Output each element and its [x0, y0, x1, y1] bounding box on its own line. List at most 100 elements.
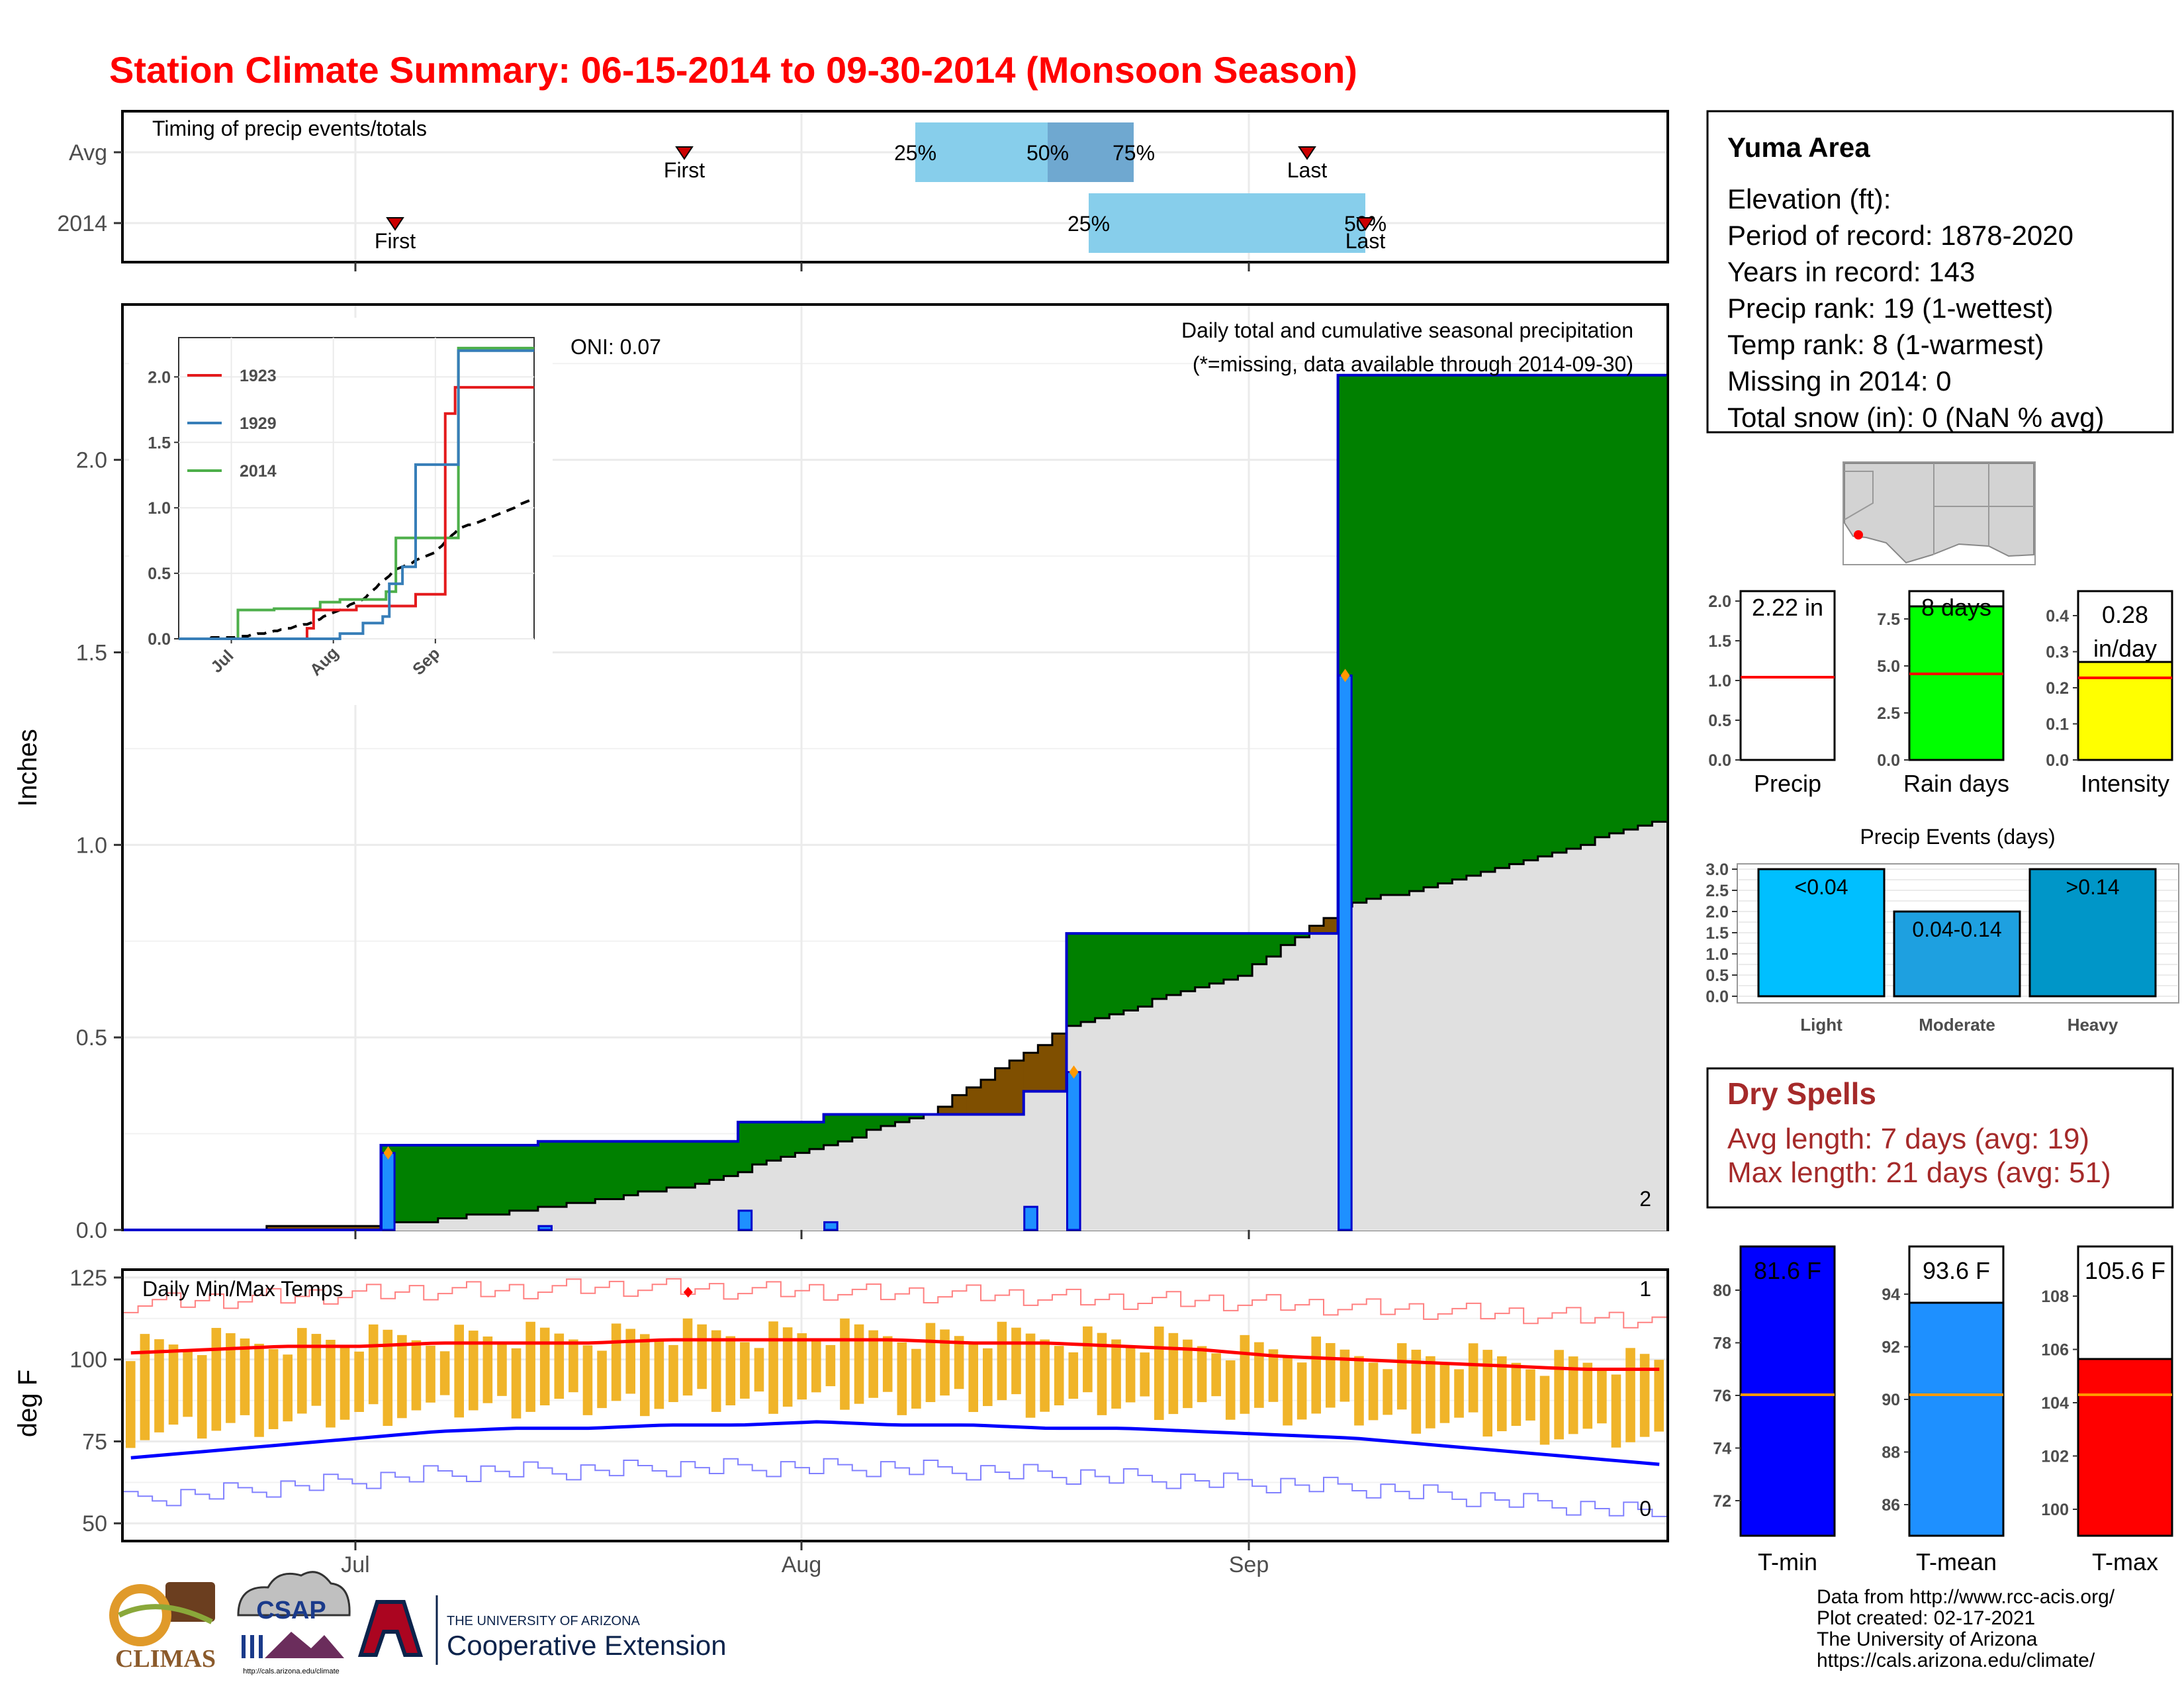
daily-temp-bar	[497, 1342, 507, 1396]
avg-50-75-bar	[1048, 122, 1134, 182]
cumulative-2014-line	[124, 373, 1666, 1231]
deficit-band	[952, 1095, 967, 1115]
daily-temp-bar	[1283, 1356, 1293, 1426]
surplus-band	[638, 1141, 653, 1192]
mini-tick-label: 72	[1713, 1492, 1731, 1511]
events-y-tick-label: 1.0	[1706, 945, 1729, 964]
precip-panel: 0.0 0.5 1.0 1.5 2.0 Inches Daily total and c…	[13, 303, 1669, 1243]
mini-tick-label: 102	[2041, 1448, 2069, 1466]
daily-temp-bar	[654, 1339, 664, 1409]
tmax-label: T-max	[2092, 1548, 2158, 1575]
raindays-fill	[1908, 605, 2005, 761]
surplus-band	[738, 1122, 753, 1172]
events-cat-moderate: Moderate	[1919, 1015, 1995, 1035]
events-y-tick-label: 2.0	[1706, 903, 1729, 921]
daily-temp-bar	[768, 1321, 778, 1414]
deficit-band	[266, 1226, 281, 1230]
surplus-band	[523, 1145, 539, 1211]
climas-logo: CLIMAS	[109, 1582, 216, 1673]
logos: CLIMAS CSAP http://cals.arizona.edu/clim…	[109, 1571, 727, 1675]
daily-precip-bar	[537, 1225, 553, 1231]
daily-temp-bar	[1311, 1336, 1321, 1414]
daily-temp-bar	[882, 1336, 893, 1392]
daily-temp-bar	[925, 1323, 936, 1403]
intensity-summary-bar: 0.28 in/day Intensity 0.0 0.1 0.2 0.3 0.4	[2046, 590, 2173, 797]
y2014-last-label: Last	[1345, 229, 1386, 253]
deficit-band	[1324, 917, 1339, 934]
climatology-area	[124, 821, 1666, 1230]
deficit-band	[1052, 1033, 1067, 1092]
surplus-band	[1480, 375, 1496, 872]
surplus-band	[1366, 375, 1381, 899]
deficit-band	[1009, 1060, 1024, 1115]
daily-temp-bar	[897, 1342, 907, 1415]
daily-temp-bar	[411, 1340, 422, 1411]
avg-first-label: First	[664, 158, 705, 182]
daily-temp-bar	[1340, 1349, 1350, 1402]
info-line-elevation: Elevation (ft):	[1727, 183, 1891, 214]
mini-tick-label: 0.5	[1708, 712, 1731, 730]
temp-y-tick-label: 100	[69, 1348, 107, 1373]
mini-tick-label: 7.5	[1877, 610, 1900, 629]
daily-temp-bar	[183, 1350, 193, 1417]
precip-y-axis: 0.0 0.5 1.0 1.5 2.0	[76, 448, 122, 1243]
mini-tick-label: 94	[1882, 1286, 1900, 1304]
temp-plot	[124, 1278, 1666, 1517]
avg-max-line	[130, 1338, 1660, 1372]
surplus-band	[1066, 933, 1081, 1026]
surplus-band	[609, 1141, 624, 1199]
daily-temp-bar	[1297, 1362, 1307, 1420]
missing-note: (*=missing, data available through 2014-…	[1193, 352, 1633, 376]
avg-p25-label: 25%	[894, 141, 936, 165]
daily-temp-bar	[354, 1351, 364, 1412]
surplus-band	[852, 1114, 867, 1138]
precip-plot	[124, 373, 1667, 1231]
precip-y-tick-label: 1.5	[76, 641, 107, 666]
ua-big-text: Cooperative Extension	[447, 1630, 727, 1661]
daily-temp-bar	[397, 1335, 407, 1419]
daily-temp-bar	[1140, 1352, 1150, 1397]
mini-tick-label: 0.0	[1877, 751, 1900, 770]
surplus-band	[1081, 933, 1096, 1022]
surplus-band	[680, 1141, 696, 1188]
tmax-fill	[2077, 1358, 2173, 1537]
daily-temp-bar	[582, 1345, 593, 1415]
mini-tick-label: 100	[2041, 1501, 2069, 1519]
avg-first-marker	[675, 146, 694, 160]
daily-record-marker	[383, 1146, 393, 1160]
inset-legend-label: 2014	[240, 462, 277, 481]
daily-record-marker	[1069, 1065, 1079, 1079]
avg-p50-label: 50%	[1026, 141, 1069, 165]
surplus-band	[809, 1122, 825, 1149]
intensity-text: 0.28	[2102, 601, 2148, 628]
precip-total-text: 2.22 in	[1752, 594, 1823, 621]
surplus-band	[1295, 933, 1310, 937]
surplus-band	[1466, 375, 1481, 876]
daily-temp-bar	[1183, 1339, 1193, 1409]
avg-last-marker	[1298, 146, 1316, 160]
daily-temp-bar	[1568, 1356, 1578, 1434]
intensity-summary-label: Intensity	[2081, 770, 2169, 797]
daily-temp-bar	[140, 1334, 150, 1440]
daily-temp-bar	[539, 1327, 550, 1405]
climatology-step-line	[124, 820, 1666, 1231]
surplus-band	[1095, 933, 1110, 1019]
daily-temp-bar	[211, 1328, 222, 1431]
surplus-band	[452, 1145, 467, 1219]
surplus-band	[752, 1122, 767, 1165]
daily-temp-bar	[326, 1339, 336, 1428]
inset-y-tick-label: 1.5	[148, 434, 171, 452]
events-y-tick-label: 0.5	[1706, 966, 1729, 985]
mini-tick-label: 2.5	[1877, 704, 1900, 723]
daily-temp-bar	[1396, 1343, 1407, 1410]
surplus-band	[1524, 375, 1539, 861]
surplus-band	[623, 1141, 639, 1196]
surplus-band	[509, 1145, 524, 1211]
deficit-band	[981, 1080, 996, 1115]
mini-tick-label: 88	[1882, 1444, 1900, 1462]
footer-line-1: Data from http://www.rcc-acis.org/	[1817, 1586, 2115, 1608]
x-tick-sep: Sep	[1229, 1552, 1269, 1577]
daily-temp-bar	[426, 1345, 435, 1403]
daily-temp-bar	[1468, 1343, 1479, 1413]
surplus-band	[567, 1141, 582, 1203]
